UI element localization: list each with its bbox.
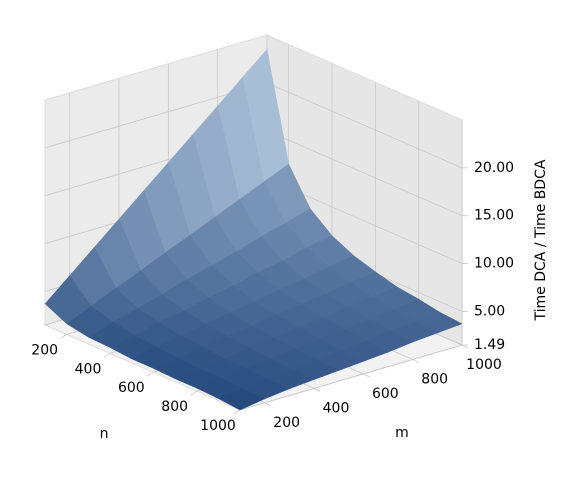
x-tick-label: 600 — [118, 380, 145, 396]
y-tick — [363, 373, 370, 378]
z-tick-label: 1.49 — [474, 337, 505, 353]
z-tick-label: 15.00 — [474, 208, 514, 224]
x-tick-label: 200 — [31, 342, 58, 358]
z-tick-label: 5.00 — [474, 303, 505, 319]
y-tick-label: 600 — [372, 386, 399, 402]
x-tick — [103, 353, 111, 358]
x-tick — [190, 390, 197, 396]
y-tick — [412, 359, 419, 363]
grid-line — [266, 130, 463, 217]
x-tick — [233, 409, 241, 415]
z-axis-label: Time DCA / Time BDCA — [533, 159, 549, 321]
x-tick — [147, 371, 154, 377]
y-tick-label: 800 — [421, 371, 448, 387]
x-tick-label: 1000 — [200, 418, 236, 434]
z-tick-label: 10.00 — [474, 256, 514, 272]
y-tick-label: 200 — [273, 415, 300, 431]
y-tick — [264, 402, 271, 407]
z-tick-label: 20.00 — [474, 160, 514, 176]
x-tick-label: 400 — [75, 361, 102, 377]
y-tick-label: 400 — [323, 400, 350, 416]
x-tick-label: 800 — [161, 399, 188, 415]
y-tick — [313, 387, 321, 392]
grid-line — [239, 344, 463, 411]
x-tick — [60, 334, 67, 339]
x-axis-label: n — [100, 426, 109, 442]
y-tick-label: 1000 — [466, 357, 502, 373]
y-axis-label: m — [395, 425, 409, 441]
y-tick — [461, 344, 469, 349]
surface-facet — [217, 388, 266, 411]
grid-line — [266, 82, 463, 169]
